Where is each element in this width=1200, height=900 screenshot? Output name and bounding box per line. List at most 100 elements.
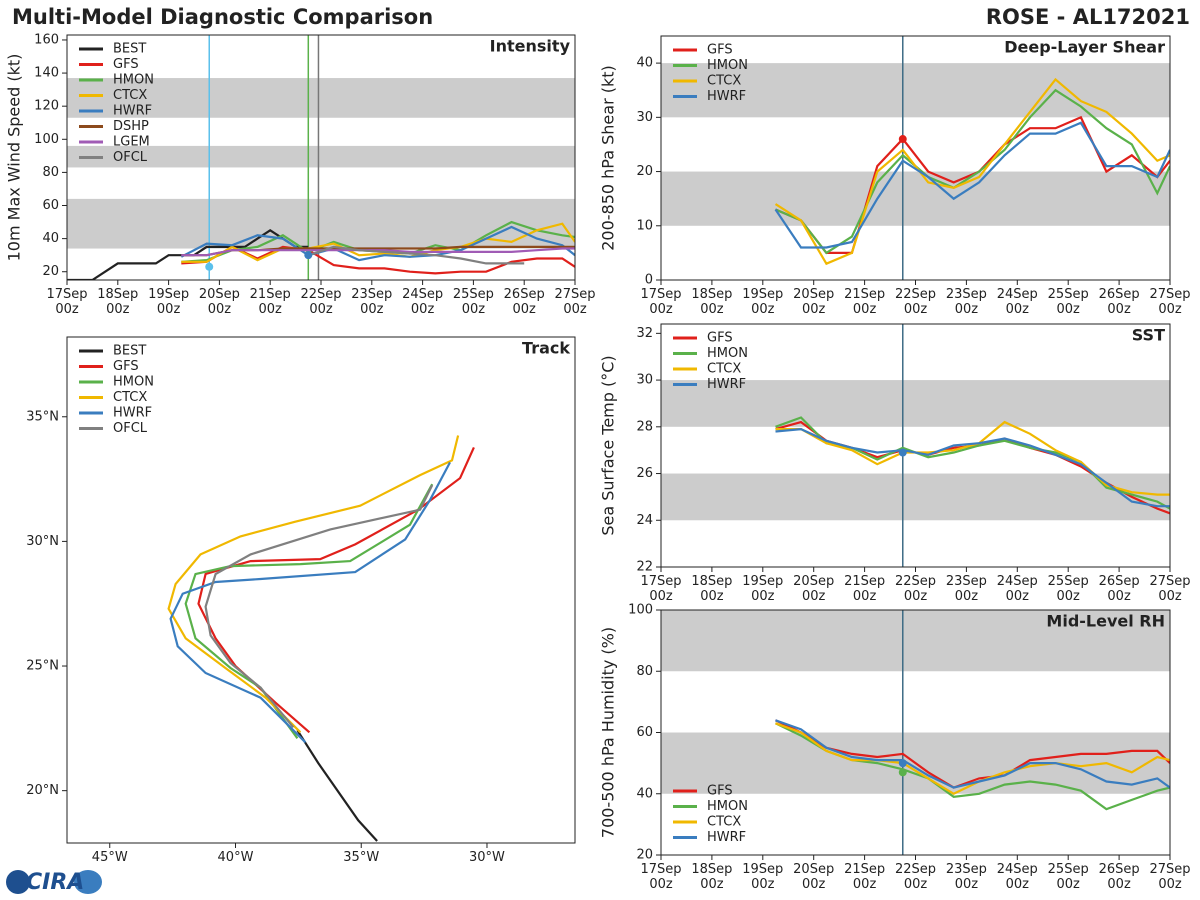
x-tick-label: 21Sep 00z [249, 287, 291, 317]
legend-label: HMON [113, 375, 154, 390]
legend-label: HWRF [113, 406, 152, 421]
plot-area [67, 337, 575, 843]
x-tick-label: 40°W [217, 850, 254, 865]
y-tick-label: 20 [636, 164, 653, 179]
panel-title: SST [1132, 326, 1165, 345]
marker [205, 262, 214, 271]
frame [66, 34, 576, 281]
x-tick-label: 19Sep 00z [742, 287, 784, 317]
legend-label: HMON [707, 346, 748, 361]
y-tick-label: 160 [34, 32, 59, 47]
frame [660, 35, 1171, 281]
series-line [180, 225, 575, 262]
x-tick-label: 26Sep 00z [1098, 574, 1140, 604]
series-line [775, 427, 1170, 508]
y-tick-label: 20 [42, 264, 59, 279]
x-tick-label: 22Sep 00z [894, 574, 937, 604]
y-tick-label: 26 [636, 466, 653, 481]
y-axis-label: 200-850 hPa Shear (kt) [599, 65, 618, 251]
legend-label: GFS [707, 784, 733, 799]
x-tick-label: 23Sep 00z [945, 862, 987, 892]
frame [66, 336, 576, 844]
y-tick-label: 25°N [26, 659, 59, 674]
logo: CIRA [6, 870, 102, 895]
track-line [184, 483, 434, 739]
x-tick-label: 21Sep 00z [844, 862, 886, 892]
marker [898, 448, 907, 457]
y-tick-label: 24 [636, 513, 653, 528]
y-tick-label: 80 [42, 165, 59, 180]
y-tick-label: 35°N [26, 409, 59, 424]
x-tick-label: 17Sep 00z [640, 574, 682, 604]
x-tick-label: 17Sep 00z [46, 287, 88, 317]
series-line [67, 228, 309, 280]
x-tick-label: 24Sep 00z [996, 287, 1038, 317]
band [661, 610, 1170, 672]
x-tick-label: 18Sep 00z [97, 287, 139, 317]
band [67, 78, 575, 118]
y-tick-label: 20 [636, 848, 653, 863]
track-line [204, 484, 434, 729]
y-tick-label: 30°N [26, 534, 59, 549]
x-tick-label: 27Sep 00z [1149, 574, 1191, 604]
x-tick-label: 27Sep 00z [554, 287, 596, 317]
panel-title: Mid-Level RH [1046, 612, 1165, 631]
band [661, 473, 1170, 521]
y-tick-label: 100 [628, 603, 653, 618]
panel-title: Deep-Layer Shear [1004, 38, 1165, 57]
track-line [296, 729, 378, 842]
frame [660, 609, 1171, 856]
storm-id: ROSE - AL172021 [986, 5, 1190, 29]
plot-area [661, 324, 1170, 567]
x-tick-label: 20Sep 00z [793, 862, 835, 892]
x-tick-label: 22Sep 00z [300, 287, 342, 317]
panel-title: Intensity [490, 37, 571, 56]
y-tick-label: 28 [636, 419, 653, 434]
track-line [169, 461, 451, 744]
marker [304, 251, 313, 260]
band [661, 171, 1170, 226]
x-tick-label: 23Sep 00z [945, 287, 987, 317]
x-tick-label: 17Sep 00z [640, 862, 682, 892]
x-tick-label: 45°W [91, 850, 128, 865]
x-tick-label: 18Sep 00z [691, 287, 733, 317]
x-tick-label: 23Sep 00z [351, 287, 393, 317]
y-tick-label: 30 [636, 373, 653, 388]
legend-label: HMON [707, 799, 748, 814]
legend-label: BEST [113, 344, 146, 359]
legend-label: LGEM [113, 135, 150, 150]
track-line [167, 435, 460, 734]
x-tick-label: 19Sep 00z [148, 287, 190, 317]
series-line [775, 719, 1170, 789]
legend-label: HWRF [113, 104, 152, 119]
x-tick-label: 22Sep 00z [894, 862, 937, 892]
legend-label: GFS [707, 43, 733, 58]
x-tick-label: 23Sep 00z [945, 574, 987, 604]
x-tick-label: 25Sep 00z [1047, 287, 1089, 317]
x-tick-label: 27Sep 00z [1149, 862, 1191, 892]
x-tick-label: 21Sep 00z [844, 574, 886, 604]
legend-label: GFS [707, 331, 733, 346]
legend-label: HMON [113, 73, 154, 88]
x-tick-label: 25Sep 00z [1047, 574, 1089, 604]
legend-label: BEST [113, 42, 146, 57]
x-tick-label: 21Sep 00z [844, 287, 886, 317]
legend-label: OFCL [113, 150, 148, 165]
marker [898, 768, 907, 777]
series-line [775, 719, 1170, 789]
x-tick-label: 20Sep 00z [793, 574, 835, 604]
band [67, 198, 575, 249]
frame [660, 323, 1171, 568]
series-line [775, 88, 1170, 255]
series-line [774, 77, 1170, 266]
legend-label: HWRF [707, 89, 746, 104]
y-tick-label: 0 [645, 273, 653, 288]
x-tick-label: 25Sep 00z [1047, 862, 1089, 892]
logo-text: CIRA [26, 870, 84, 895]
y-axis-label: 700-500 hPa Humidity (%) [599, 627, 618, 838]
y-tick-label: 140 [34, 66, 59, 81]
y-tick-label: 80 [636, 664, 653, 679]
series-line [181, 222, 575, 263]
y-axis-label: 10m Max Wind Speed (kt) [5, 54, 24, 262]
